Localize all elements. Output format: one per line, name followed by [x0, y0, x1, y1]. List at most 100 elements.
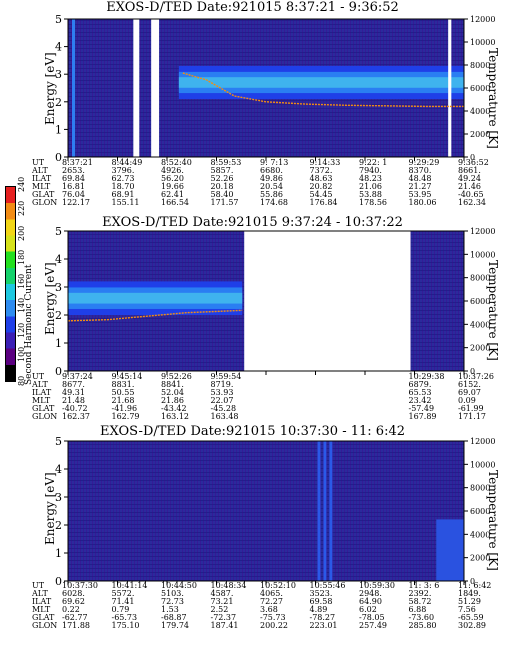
info-cell: 7372. — [309, 166, 333, 175]
y-tick-label: 2 — [55, 96, 62, 109]
axes: 0 1 2 3 4 5 0 2000 4000 6000 8000 10000 12000 — [55, 13, 495, 164]
y-tick-label: 3 — [55, 491, 62, 504]
temperature-trace — [182, 72, 464, 108]
info-row-label: UT — [32, 158, 45, 167]
info-cell: 20.82 — [309, 182, 333, 191]
info-cell: -65.73 — [111, 613, 138, 622]
y-axis-label-right: Temperature [K] — [486, 48, 500, 149]
y-tick-label-right: 12000 — [470, 227, 495, 236]
info-row-alt: ALT 6028. 5572. 5103. 4587. 4065. 3523. 2948. 23… — [0, 590, 505, 598]
info-cell: 171.17 — [458, 412, 486, 421]
info-cell: 8841. — [161, 380, 184, 389]
colorbar-tick-label: 180 — [17, 249, 26, 265]
info-cell: 54.45 — [309, 190, 333, 199]
y-tick-label: 4 — [55, 41, 62, 54]
info-row-mlt: MLT 16.81 18.70 19.66 20.18 20.54 20.82 21.06 21… — [0, 183, 505, 191]
y-tick-label-right: 4000 — [470, 107, 490, 116]
flux-band — [178, 65, 464, 100]
info-cell: 58.40 — [210, 190, 234, 199]
data-gap — [448, 19, 452, 157]
info-cell: 21.48 — [62, 396, 85, 405]
info-cell: -61.99 — [458, 404, 484, 413]
info-cell: 21.86 — [161, 396, 184, 405]
y-tick-label-right: 10000 — [470, 250, 495, 259]
info-cell: 162.34 — [458, 198, 486, 207]
info-cell: 9: 7:13 — [260, 158, 289, 167]
info-cell: 302.89 — [458, 621, 486, 630]
info-cell: 174.68 — [260, 198, 288, 207]
y-tick-label: 0 — [55, 365, 62, 378]
info-cell: 9:45:14 — [111, 372, 143, 381]
info-cell: 8:59:53 — [210, 158, 242, 167]
info-cell: 8370. — [408, 166, 432, 175]
y-tick-label: 4 — [55, 253, 62, 266]
info-row-label: GLON — [32, 198, 58, 207]
info-row-glon: GLON 171.88 175.10 179.74 187.41 200.22 223.01… — [0, 622, 505, 630]
panel-title: EXOS-D/TED Date:921015 9:37:24 - 10:37:2… — [102, 215, 403, 230]
y-tick-label-right: 2000 — [470, 554, 490, 563]
info-cell: 9:36:52 — [458, 158, 489, 167]
info-cell: -73.60 — [408, 613, 435, 622]
panel-2: EXOS-D/TED Date:921015 9:37:24 - 10:37:2… — [0, 215, 505, 425]
plot-frame — [67, 18, 465, 158]
flux-streak — [317, 441, 321, 581]
y-tick-label: 0 — [55, 575, 62, 588]
info-cell: 56.20 — [161, 174, 184, 183]
panel-1: EXOS-D/TED Date:921015 8:37:21 - 9:36:52… — [0, 0, 505, 215]
info-cell: 4065. — [260, 589, 283, 598]
y-tick-label-right: 4000 — [470, 320, 490, 329]
info-row-ut: UT 8:37:21 8:44:49 8:52:40 8:59:53 9: 7:13 9:1… — [0, 159, 505, 167]
y-tick-label-right: 2000 — [470, 344, 490, 353]
info-row-label: ILAT — [32, 597, 52, 606]
info-cell: 23.42 — [408, 396, 432, 405]
info-row-alt: ALT 8677. 8831. 8841. 8719. 6879. 6152. — [0, 381, 505, 389]
orbit-info-table: UT 10:37:30 10:41:14 10:44:50 10:48:34 10:52:… — [0, 582, 505, 634]
info-cell: 73.21 — [210, 597, 234, 606]
info-cell: 5103. — [161, 589, 184, 598]
info-cell: 21.46 — [458, 182, 481, 191]
info-row-glat: GLAT 76.04 68.91 62.41 58.40 55.86 54.45 53.88 5… — [0, 191, 505, 199]
info-cell: 179.74 — [161, 621, 189, 630]
info-cell: 2653. — [62, 166, 85, 175]
info-row-label: GLON — [32, 621, 58, 630]
info-cell: 4.89 — [309, 605, 328, 614]
info-row-ilat: ILAT 49.31 50.55 52.04 53.93 65.53 69.07 — [0, 389, 505, 397]
info-row-label: ALT — [32, 589, 48, 598]
info-row-label: GLAT — [32, 404, 55, 413]
panel-3: EXOS-D/TED Date:921015 10:37:30 - 11: 6:… — [0, 424, 505, 649]
y-tick-label-right: 8000 — [470, 274, 490, 283]
info-cell: 4587. — [210, 589, 234, 598]
flux-band — [68, 281, 243, 315]
info-cell: 52.26 — [210, 174, 234, 183]
info-row-mlt: MLT 0.22 0.79 1.53 2.52 3.68 4.89 6.02 6.88 7.56 — [0, 606, 505, 614]
info-cell: 285.80 — [408, 621, 437, 630]
info-cell: 187.41 — [210, 621, 239, 630]
colorbar-tick-label: 140 — [17, 297, 26, 314]
info-cell: 2948. — [359, 589, 382, 598]
info-cell: -43.42 — [161, 404, 187, 413]
data-gap — [133, 19, 140, 157]
info-cell: 19.66 — [161, 182, 184, 191]
info-cell: 21.06 — [359, 182, 382, 191]
info-cell: 53.95 — [408, 190, 432, 199]
info-row-glon: GLON 122.17 155.11 166.54 171.57 174.68 176.84… — [0, 199, 505, 207]
info-cell: -45.28 — [210, 404, 237, 413]
info-cell: 3.68 — [260, 605, 278, 614]
info-cell: 11: 3: 6 — [408, 581, 440, 590]
flux-band-core — [178, 77, 464, 88]
info-row-mlt: MLT 21.48 21.68 21.86 22.07 23.42 0.09 — [0, 397, 505, 405]
info-cell: 7940. — [359, 166, 382, 175]
info-cell: 49.24 — [458, 174, 481, 183]
info-cell: 10:37:26 — [458, 372, 494, 381]
info-cell: 166.54 — [161, 198, 189, 207]
info-cell: 22.07 — [210, 396, 234, 405]
info-cell: 53.93 — [210, 388, 234, 397]
info-cell: 20.54 — [260, 182, 283, 191]
info-cell: 5857. — [210, 166, 234, 175]
info-cell: -78.27 — [309, 613, 336, 622]
y-tick-label-right: 12000 — [470, 15, 495, 24]
info-cell: 257.49 — [359, 621, 387, 630]
info-cell: 62.73 — [111, 174, 135, 183]
colorbar-tick-label: 80 — [17, 375, 26, 386]
y-tick-label: 3 — [55, 281, 62, 294]
